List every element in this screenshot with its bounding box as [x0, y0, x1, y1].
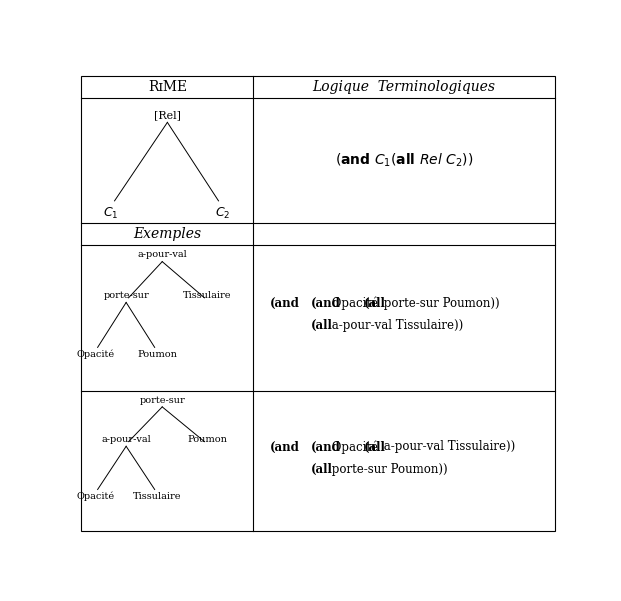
Text: porte-sur Poumon)): porte-sur Poumon))	[380, 297, 499, 310]
Text: Opacité: Opacité	[76, 350, 114, 359]
Text: Opacité: Opacité	[76, 492, 114, 501]
Text: Tissulaire: Tissulaire	[183, 291, 231, 300]
Text: Opacité: Opacité	[327, 440, 381, 454]
Text: a-pour-val: a-pour-val	[137, 250, 187, 259]
Text: a-pour-val Tissulaire)): a-pour-val Tissulaire))	[327, 320, 463, 332]
Text: porte-sur: porte-sur	[139, 395, 185, 404]
Text: Tissulaire: Tissulaire	[133, 492, 181, 501]
Text: Poumon: Poumon	[137, 350, 177, 359]
Text: (and: (and	[311, 441, 341, 454]
Text: (and: (and	[311, 297, 341, 310]
Text: porte-sur: porte-sur	[103, 291, 149, 300]
Text: $C_1$: $C_1$	[103, 206, 119, 221]
Text: RɪME: RɪME	[148, 80, 187, 94]
Text: $C_2$: $C_2$	[215, 206, 230, 221]
Text: (all: (all	[363, 441, 386, 454]
Text: (all: (all	[311, 463, 333, 475]
Text: a-pour-val: a-pour-val	[101, 435, 151, 444]
Text: (and: (and	[270, 441, 300, 454]
Text: a-pour-val Tissulaire)): a-pour-val Tissulaire))	[380, 441, 515, 454]
Text: porte-sur Poumon)): porte-sur Poumon))	[327, 463, 447, 475]
Text: (all: (all	[311, 320, 333, 332]
Text: [Rel]: [Rel]	[154, 111, 181, 121]
Text: Exemples: Exemples	[134, 227, 201, 241]
Text: (all: (all	[363, 297, 386, 310]
Text: Poumon: Poumon	[187, 435, 227, 444]
Text: Opacité: Opacité	[327, 297, 381, 311]
Text: Logique  Terminologiques: Logique Terminologiques	[312, 80, 496, 94]
Text: (and: (and	[270, 297, 300, 310]
Text: $(\mathbf{and}\ C_1(\mathbf{all}\ \mathit{Rel}\ C_2))$: $(\mathbf{and}\ C_1(\mathbf{all}\ \mathi…	[335, 152, 473, 169]
